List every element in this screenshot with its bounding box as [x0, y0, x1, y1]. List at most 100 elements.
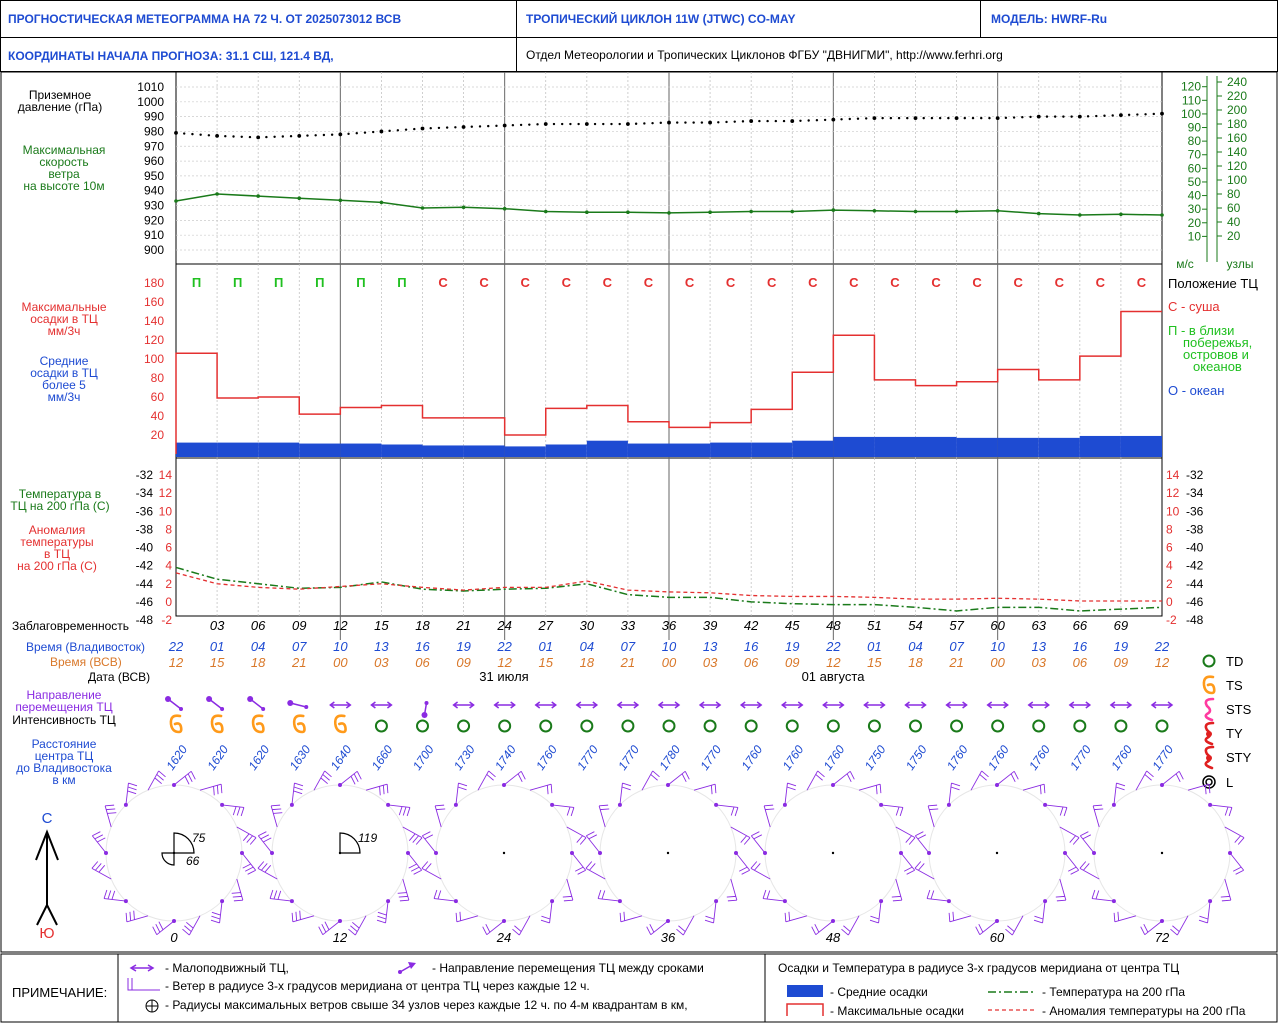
time-utc: 12 [169, 655, 184, 670]
pressure-dot [487, 124, 490, 128]
wind-point [338, 198, 343, 203]
distance-value: 1760 [1108, 742, 1135, 772]
pressure-dot [725, 120, 728, 124]
temp-tick-right: -32 [1186, 468, 1204, 482]
pressure-dot [938, 116, 942, 120]
mean-precip-bar [217, 442, 259, 457]
td-symbol [374, 719, 388, 733]
position-legend-coast-1: П - в близи [1168, 323, 1234, 338]
legend-label-sty: STY [1226, 750, 1252, 765]
wind-rose: 48 [750, 770, 916, 945]
position-legend-coast-2: побережья, [1183, 335, 1252, 350]
time-vlad: 07 [949, 639, 964, 654]
td-symbol [621, 719, 635, 733]
temp-tick-left: -48 [136, 613, 154, 627]
motion-arrow-ew [1027, 701, 1050, 709]
motion-arrow-ew [493, 701, 516, 709]
time-vlad: 22 [168, 639, 184, 654]
motion-arrow-ew [904, 701, 927, 709]
lead-label: 48 [826, 618, 841, 633]
position-letter: С [931, 275, 941, 290]
pressure-dot [774, 119, 778, 123]
rose-hour: 36 [661, 930, 676, 945]
rose-hour: 60 [990, 930, 1005, 945]
note-legend-title: Осадки и Температура в радиусе 3-х граду… [778, 961, 1180, 975]
pressure-dot [1045, 115, 1049, 118]
pressure-dot [807, 119, 810, 122]
grid [176, 72, 1162, 640]
time-utc: 18 [580, 655, 595, 670]
motion-row [165, 696, 1174, 718]
distance-value: 1760 [985, 742, 1012, 772]
wind-label-4: на высоте 10м [23, 179, 104, 193]
temp-tick-right: -38 [1186, 522, 1204, 536]
mean-precip-bar [1079, 435, 1121, 457]
wind-point [215, 192, 219, 196]
time-vlad: 07 [621, 639, 636, 654]
motion-arrow-ew [329, 701, 352, 709]
mean-precip-bar [545, 444, 587, 457]
pressure-point [1160, 111, 1164, 116]
rose-hour: 24 [496, 930, 511, 945]
pressure-dot [897, 116, 901, 120]
position-legend-title: Положение ТЦ [1168, 276, 1258, 291]
mean-precip-bar [340, 443, 382, 457]
ts-symbol [333, 714, 347, 734]
note-mean-precip: - Средние осадки [830, 985, 928, 999]
pressure-dot [404, 128, 408, 131]
distance-value: 1760 [1026, 742, 1053, 772]
pressure-dot [676, 121, 679, 124]
legend-sts-symbol [1204, 697, 1215, 722]
mean-precip-bar [258, 442, 300, 457]
pressure-dot [971, 116, 975, 120]
pressure-point [379, 129, 384, 134]
lead-label: 33 [621, 618, 636, 633]
pressure-point [543, 122, 548, 126]
ts-symbol [292, 714, 306, 734]
pressure-dot [848, 117, 851, 121]
pressure-point [338, 132, 343, 137]
max-precip-step-line [175, 310, 1162, 454]
pressure-dot [922, 116, 925, 120]
distance-value: 1770 [1067, 742, 1094, 772]
pressure-tick: 910 [144, 228, 164, 242]
distance-value: 1620 [163, 742, 190, 772]
lead-label: 03 [210, 618, 225, 633]
wind-rose: 119 12 [257, 770, 423, 945]
pressure-tick: 920 [144, 213, 164, 227]
pressure-dot [856, 117, 860, 120]
pressure-dot [454, 126, 457, 129]
wind-point [174, 199, 178, 203]
distance-label-1: Расстояние [32, 737, 97, 751]
pressure-dot [560, 122, 564, 126]
legend-l-symbol [1202, 775, 1216, 789]
motion-arrow-ew [1109, 701, 1133, 709]
wind-point [831, 208, 836, 212]
pressure-label-2: давление (гПа) [18, 100, 102, 114]
legend-sty-symbol [1204, 745, 1215, 770]
organization: Отдел Метеорологии и Тропических Циклоно… [526, 48, 1003, 62]
position-letter: С [562, 275, 572, 290]
position-letter: С [767, 275, 777, 290]
temp-tick-right: -48 [1186, 613, 1204, 627]
wind-ms-tick: 10 [1188, 229, 1202, 243]
pressure-dot [322, 133, 326, 137]
time-vlad: 01 [867, 639, 881, 654]
pressure-point [174, 131, 178, 135]
pressure-point [995, 116, 1000, 121]
wind-ms-tick: 80 [1188, 134, 1202, 148]
motion-arrow-sw [421, 701, 429, 718]
note-anom: - Аномалия температуры на 200 гПа [1042, 1004, 1246, 1018]
cyclone-name: ТРОПИЧЕСКИЙ ЦИКЛОН 11W (JTWC) CO-MAY [526, 12, 796, 26]
pressure-label-1: Приземное [29, 88, 92, 102]
chart-frame [0, 71, 1278, 953]
anom-tick-left: 8 [165, 522, 172, 536]
position-letter: С [808, 275, 818, 290]
time-rows: 22 01 04 07 10 13 16 19 22 01 04 07 10 13 16 19 22 01 04 07… [168, 639, 1170, 670]
pressure-point [954, 116, 959, 121]
position-letter: С [438, 275, 448, 290]
position-letter: С [1014, 275, 1024, 290]
mean-precip-bar [710, 442, 752, 457]
wind-point [379, 200, 384, 205]
